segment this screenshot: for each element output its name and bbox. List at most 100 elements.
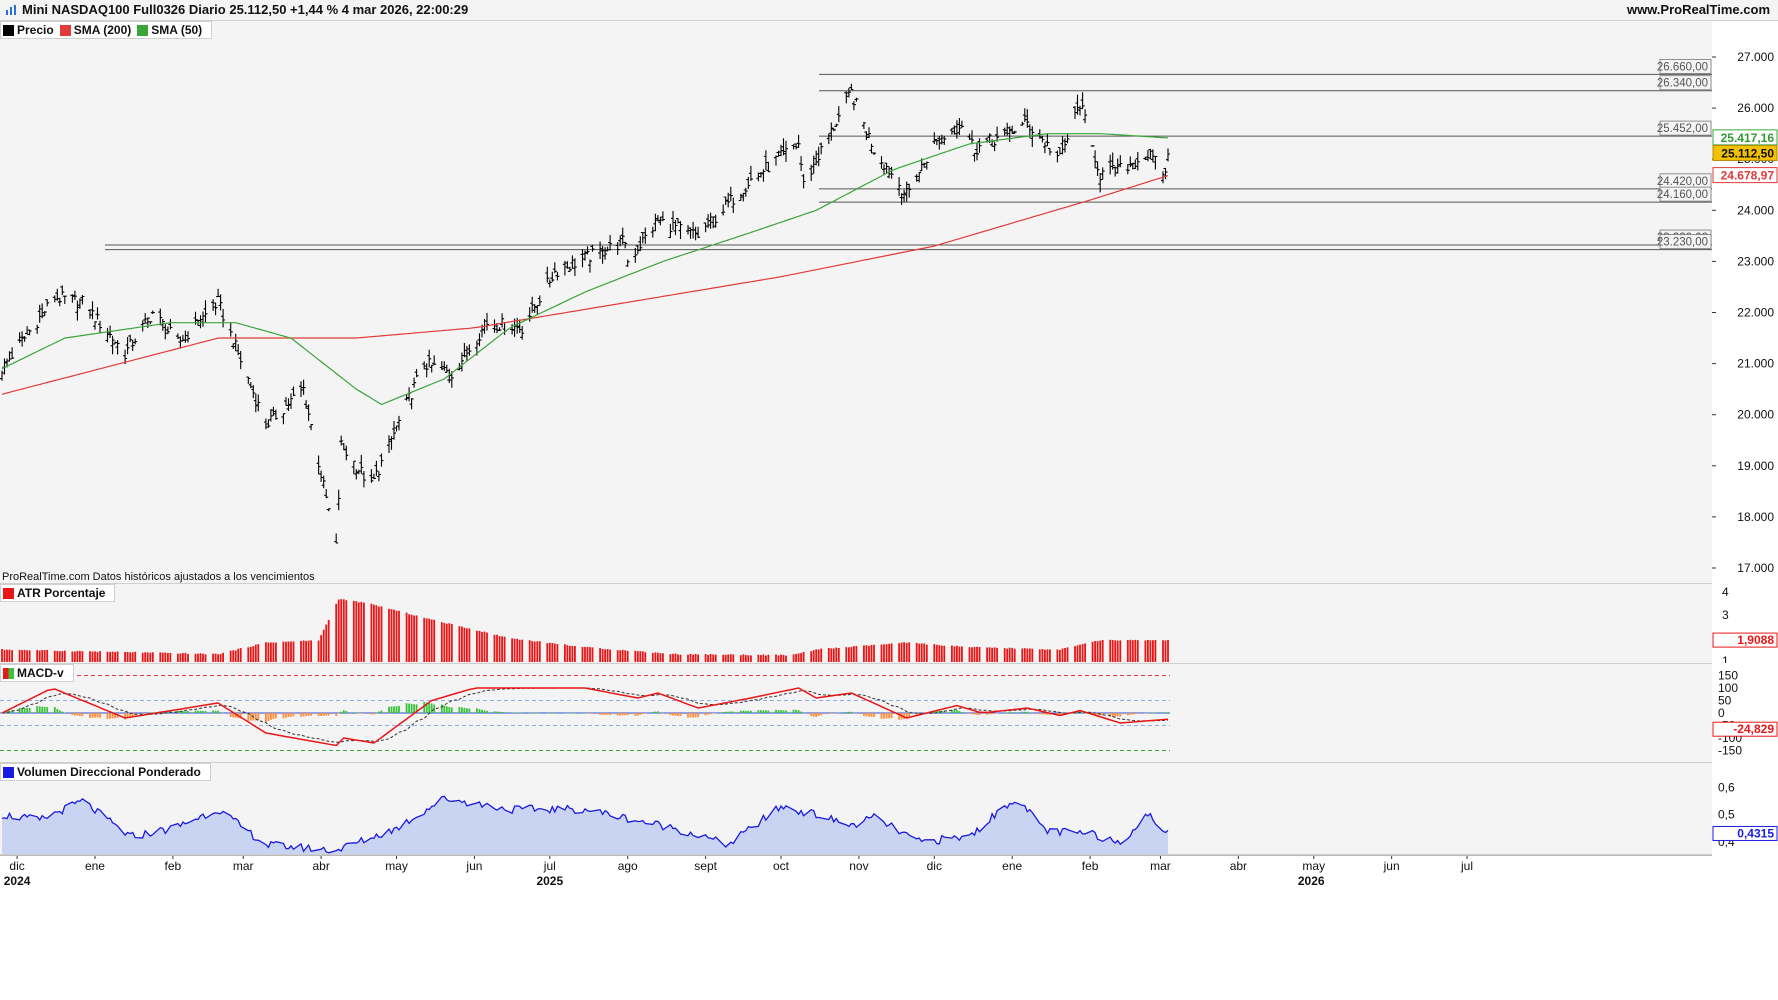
atr-bar [619, 650, 622, 662]
macd-hist-bar [609, 713, 611, 715]
macd-hist-bar [724, 711, 727, 713]
atr-bar [757, 654, 760, 662]
time-axis[interactable]: dic ene feb mar abr may jun jul ago sept oct nov dic… [0, 855, 1778, 1000]
macd-hist-bar [56, 708, 59, 713]
macd-hist-bar [390, 706, 393, 713]
atr-bar [56, 650, 59, 662]
price-bar [98, 320, 102, 333]
price-bar [10, 347, 15, 359]
atr-bar [1111, 640, 1114, 662]
macd-hist-bar [956, 710, 958, 713]
macd-hist-bar [249, 713, 252, 721]
price-bar [723, 196, 728, 205]
macd-hist-bar [96, 713, 99, 718]
macd-hist-bar [644, 713, 647, 714]
macd-hist-bar [584, 713, 586, 714]
atr-bar [988, 647, 991, 662]
price-bar [1057, 146, 1062, 155]
atr-bar [953, 646, 956, 662]
price-bar [1150, 149, 1155, 163]
macd-hist-bar [1026, 711, 1029, 713]
atr-bar [1081, 644, 1084, 662]
price-bar [1115, 158, 1120, 174]
price-bar [221, 308, 226, 328]
atr-bar [609, 649, 611, 662]
atr-bar [270, 642, 272, 662]
atr-bar [855, 646, 858, 662]
vdp-panel[interactable]: Volumen Direccional Ponderado [0, 763, 1712, 855]
atr-bar [440, 622, 443, 662]
level-label-1: 26.340,00 [1657, 75, 1712, 91]
macd-hist-bar [440, 704, 443, 713]
price-axis-column[interactable]: 17.000 18.000 19.000 20.000 21.000 22.000 23.0… [1712, 21, 1778, 583]
price-bar [72, 290, 77, 300]
price-axis-label: 22.000 [1737, 306, 1774, 320]
price-panel[interactable]: 26.660,00 26.340,00 25.452,00 24.420,00 24.1… [0, 21, 1712, 584]
atr-bar [1064, 648, 1066, 662]
price-bar [392, 421, 396, 440]
macd-hist-bar [144, 713, 147, 714]
price-bar [57, 297, 62, 307]
price-bar [756, 172, 761, 182]
atr-bar [219, 654, 222, 662]
macd-hist-bar [873, 713, 875, 717]
atr-bar [106, 651, 109, 662]
macd-hist-bar [848, 711, 850, 713]
legend-label-vdp: Volumen Direccional Ponderado [17, 765, 201, 779]
macd-hist-bar [687, 713, 689, 718]
atr-bar [870, 644, 873, 662]
atr-axis-column[interactable]: 12341,9088 [1712, 584, 1778, 663]
atr-bar [3, 649, 6, 662]
macd-axis-column[interactable]: -150-100-50050100150-24,829 [1712, 664, 1778, 762]
macd-hist-bar [23, 707, 26, 713]
macd-histogram [1, 701, 1169, 723]
macd-hist-bar [933, 711, 936, 713]
price-bar [660, 211, 665, 222]
macd-hist-bar [538, 712, 541, 714]
price-bar [444, 364, 449, 373]
price-bar [266, 419, 271, 428]
atr-bar [616, 650, 619, 662]
price-bar [713, 214, 718, 228]
price-bar [55, 288, 60, 301]
price-bar [1113, 166, 1118, 177]
atr-bar [317, 640, 320, 662]
month-label: oct [773, 859, 790, 873]
atr-bar [991, 647, 993, 662]
macd-hist-bar [433, 704, 436, 713]
atr-panel[interactable]: ATR Porcentaje [0, 584, 1712, 664]
price-bar [791, 144, 796, 150]
macd-hist-bar [292, 713, 295, 717]
price-bar [263, 418, 268, 430]
macd-hist-bar [750, 710, 752, 713]
macd-hist-bar [310, 713, 312, 716]
price-bar [537, 295, 542, 306]
atr-bar [1031, 648, 1034, 662]
price-bar [763, 150, 768, 171]
macd-hist-bar [81, 713, 84, 717]
atr-bar [405, 612, 408, 662]
macd-hist-bar [662, 713, 664, 714]
atr-bar [908, 642, 911, 662]
vdp-axis-column[interactable]: 0,4 0,5 0,6 0,4315 [1712, 763, 1778, 854]
price-bar [253, 393, 258, 413]
price-bar [1153, 155, 1158, 170]
macd-panel[interactable]: MACD-v [0, 664, 1712, 763]
atr-bar [531, 641, 534, 662]
macd-hist-bar [694, 713, 697, 718]
legend-label-price: Precio [17, 23, 54, 37]
macd-hist-bar [1003, 712, 1006, 714]
atr-bar [167, 653, 169, 662]
macd-hist-bar [782, 710, 785, 713]
macd-hist-bar [335, 713, 338, 716]
price-bar [517, 319, 522, 333]
site-link[interactable]: www.ProRealTime.com [1626, 2, 1770, 17]
macd-hist-bar [337, 713, 340, 714]
macd-hist-bar [744, 710, 747, 713]
svg-text:24.420,00: 24.420,00 [1657, 176, 1708, 188]
chart-title: Mini NASDAQ100 Full0326 Diario 25.112,50… [22, 2, 469, 17]
macd-hist-bar [1119, 713, 1122, 717]
price-bar [216, 288, 221, 298]
macd-hist-bar [458, 706, 461, 713]
price-bar [635, 245, 640, 255]
